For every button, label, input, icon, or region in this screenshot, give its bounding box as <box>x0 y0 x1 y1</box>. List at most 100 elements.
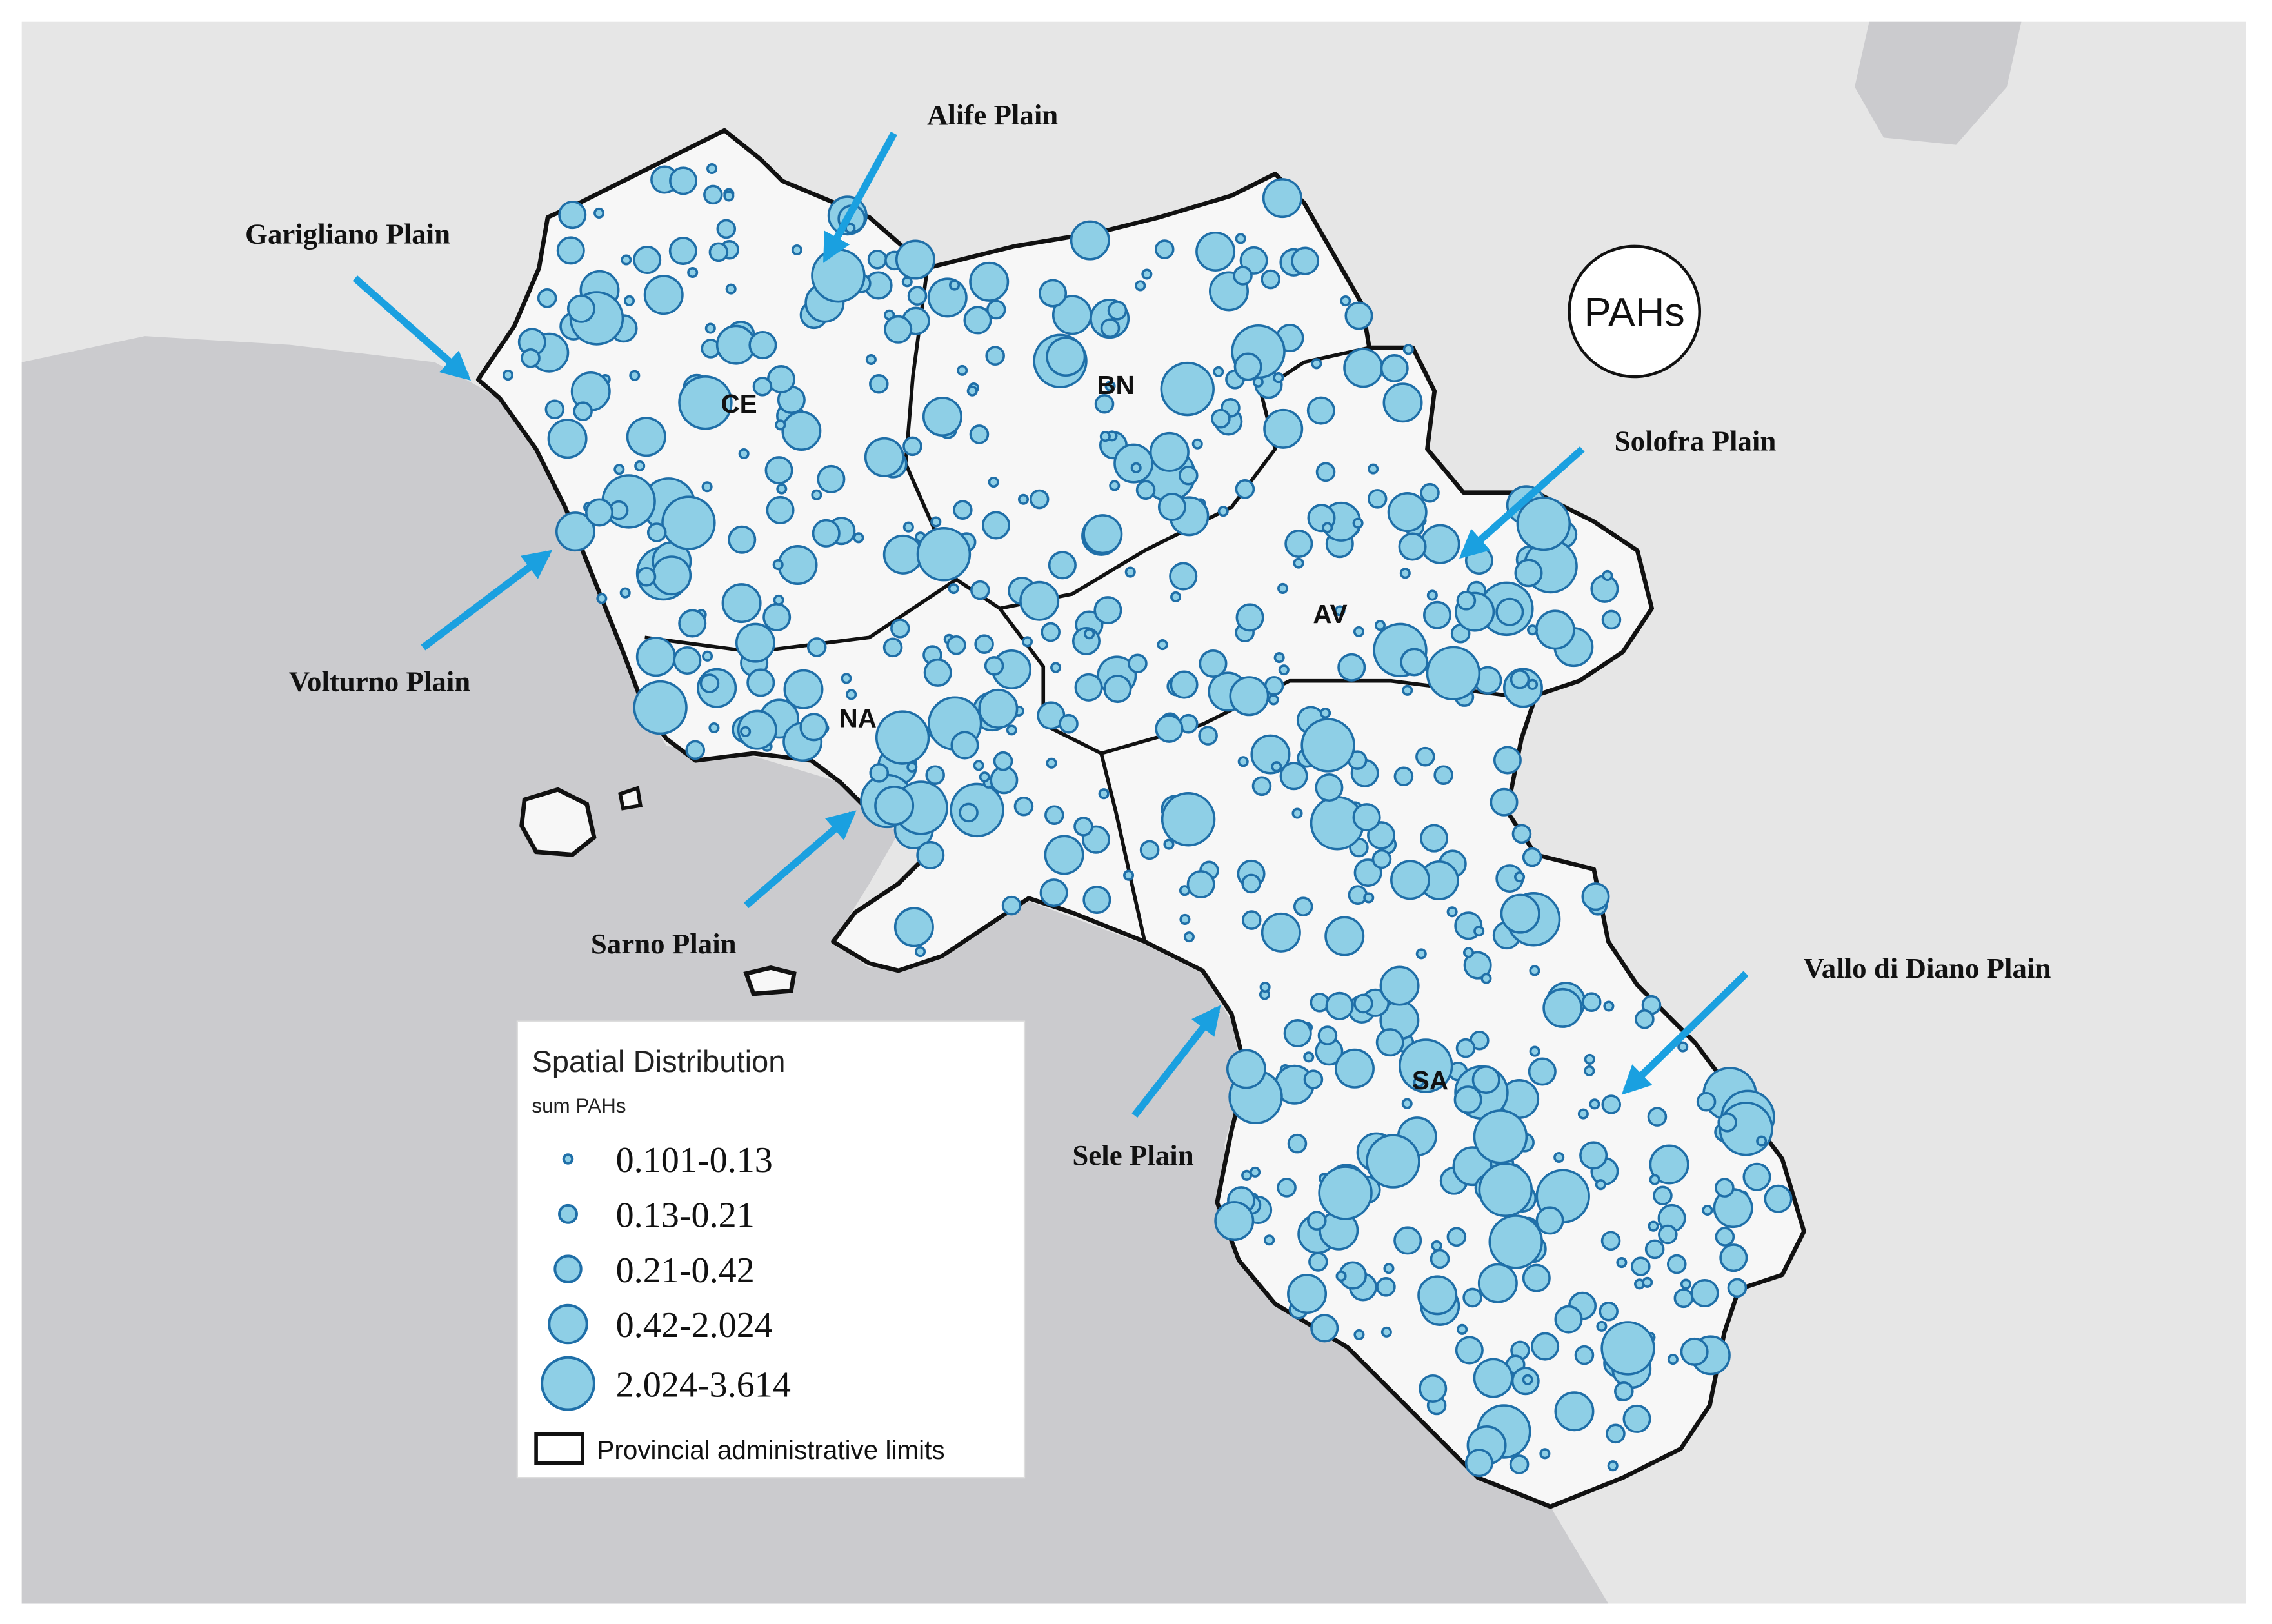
sample-site <box>1353 1329 1365 1340</box>
sample-site <box>1382 382 1423 423</box>
sample-site <box>1237 756 1249 767</box>
sample-site <box>1529 1045 1540 1057</box>
sample-site <box>1607 1460 1619 1472</box>
sample-site <box>566 294 595 323</box>
sample-site <box>1374 620 1386 631</box>
sample-site <box>1250 1166 1261 1178</box>
province-label: AV <box>1313 599 1347 629</box>
sample-site <box>596 593 608 604</box>
sample-site <box>1455 1038 1476 1058</box>
sample-site <box>1306 396 1335 425</box>
sample-site <box>1315 462 1336 482</box>
sample-site <box>1631 1256 1651 1276</box>
sample-site <box>1420 524 1460 564</box>
sample-site <box>699 673 720 693</box>
sample-site <box>735 622 775 663</box>
sample-site <box>916 526 972 582</box>
sample-site <box>1149 431 1190 472</box>
sample-site <box>1211 408 1231 429</box>
sample-site <box>1141 268 1153 280</box>
sample-site <box>969 261 1010 302</box>
sample-site <box>633 680 688 735</box>
sample-site <box>925 765 945 785</box>
sample-site <box>978 688 1019 729</box>
sample-site <box>1317 1025 1338 1045</box>
sample-site <box>629 370 641 381</box>
sample-site <box>1163 838 1175 850</box>
legend-label: 0.13-0.21 <box>616 1196 755 1236</box>
legend-label: 2.024-3.614 <box>616 1365 791 1405</box>
sample-site <box>1073 817 1093 837</box>
legend-boundary-label: Provincial administrative limits <box>597 1435 944 1465</box>
capri-island <box>743 965 797 996</box>
sample-site <box>1291 246 1320 275</box>
sample-site <box>1456 591 1477 611</box>
sample-site <box>1402 684 1413 696</box>
legend-label: 0.42-2.024 <box>616 1305 773 1345</box>
sample-site <box>1235 603 1264 632</box>
boundary-na-sa <box>998 607 1147 942</box>
sample-site <box>1488 1214 1543 1269</box>
sample-site <box>811 248 866 303</box>
sample-site <box>1584 1065 1595 1076</box>
sample-site <box>1048 551 1077 580</box>
sample-site <box>708 722 720 734</box>
sample-site <box>1241 873 1261 894</box>
sample-site <box>1554 1391 1595 1432</box>
sample-site <box>1278 664 1290 676</box>
sample-site <box>1417 1275 1458 1316</box>
sample-site <box>1135 280 1146 292</box>
sample-site <box>1318 1165 1373 1220</box>
sample-site <box>922 397 962 437</box>
sample-site <box>1353 626 1364 637</box>
sample-site <box>1667 1354 1679 1365</box>
sample-site <box>1186 870 1215 899</box>
sample-site <box>1393 1226 1422 1255</box>
sample-site <box>1103 675 1132 704</box>
sample-site <box>1673 1288 1694 1309</box>
sample-site <box>1493 746 1522 775</box>
sample-site <box>1649 1144 1689 1185</box>
sample-site <box>1644 1239 1665 1260</box>
sample-site <box>970 580 990 600</box>
sample-site <box>1589 1098 1600 1110</box>
sample-site <box>1500 893 1540 934</box>
sample-site <box>1383 1263 1395 1274</box>
sample-site <box>1277 582 1289 594</box>
arrow <box>1131 1005 1221 1118</box>
sample-site <box>716 219 737 239</box>
sample-site <box>773 594 784 606</box>
sample-site <box>982 511 1011 540</box>
sample-site <box>1241 910 1262 930</box>
sample-site <box>1293 557 1304 569</box>
sample-site <box>1430 1249 1450 1269</box>
sample-site <box>1001 895 1022 916</box>
sample-site <box>1719 1243 1748 1272</box>
sample-site <box>619 587 631 599</box>
sample-site <box>1514 559 1543 588</box>
sample-site <box>1402 344 1414 355</box>
sample-site <box>661 495 716 550</box>
sample-site <box>1308 1252 1328 1272</box>
sample-site <box>668 237 697 266</box>
sample-site <box>1457 1323 1468 1335</box>
sample-site <box>1535 1206 1564 1235</box>
province-label: CE <box>721 389 757 419</box>
legend-symbol <box>548 1303 588 1345</box>
sample-site <box>884 315 913 344</box>
sample-site <box>1658 1224 1678 1245</box>
sample-site <box>687 266 699 279</box>
arrow <box>1459 446 1585 559</box>
sample-site <box>1170 670 1199 699</box>
sample-site <box>1198 726 1218 746</box>
legend-boundary-swatch <box>534 1432 584 1465</box>
sample-site <box>1130 462 1142 473</box>
sample-site <box>1477 1263 1518 1303</box>
sample-site <box>1303 1069 1324 1089</box>
sample-site <box>806 637 827 657</box>
sample-site <box>1422 600 1451 629</box>
sample-site <box>874 786 915 826</box>
sample-site <box>1264 1234 1275 1246</box>
sample-site <box>1522 1263 1551 1292</box>
sample-site <box>1217 506 1229 517</box>
